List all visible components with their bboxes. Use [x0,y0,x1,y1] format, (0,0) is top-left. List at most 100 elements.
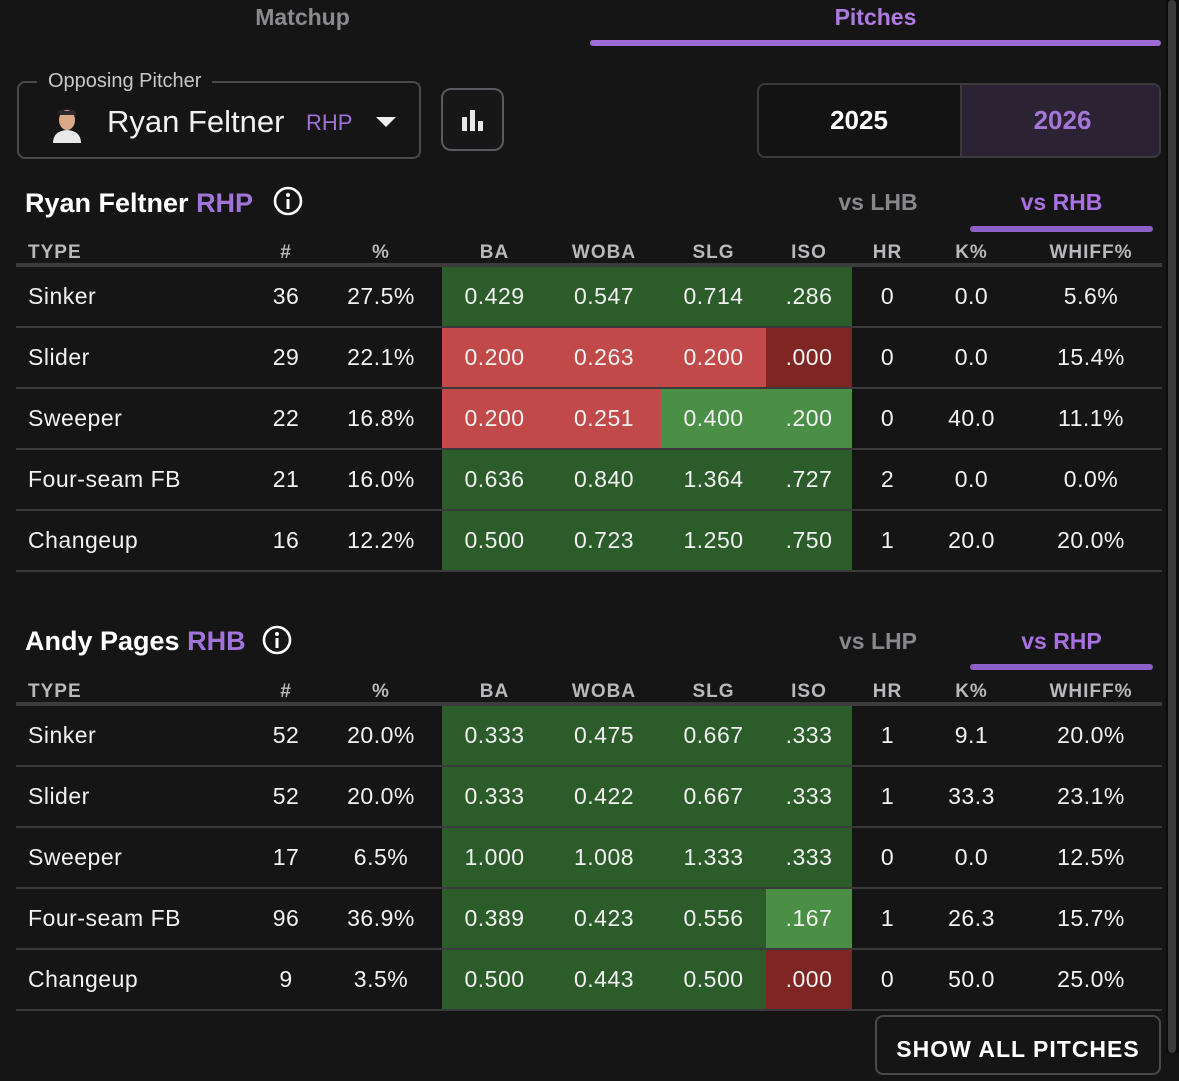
scrollbar-thumb[interactable] [1168,0,1176,1053]
column-header-iso[interactable]: ISO [766,237,852,267]
column-header-k-pct[interactable]: K% [923,676,1020,706]
info-icon[interactable] [273,186,303,216]
column-header-pct[interactable]: % [320,237,442,267]
pitcher-section-hand: RHP [196,188,254,218]
cell-iso: .200 [766,388,852,450]
cell-pct: 27.5% [320,265,442,328]
column-header-hr[interactable]: HR [852,237,923,267]
cell-ba: 0.429 [442,265,547,328]
info-icon[interactable] [262,625,292,655]
active-split-indicator [970,226,1153,232]
cell-whiff-pct: 20.0% [1020,510,1162,572]
column-header-k-pct[interactable]: K% [923,237,1020,267]
cell-slg: 0.400 [661,388,766,450]
column-header-whiff-pct[interactable]: WHIFF% [1020,237,1162,267]
cell-woba: 0.475 [547,704,661,767]
cell-pct: 20.0% [320,766,442,828]
cell-k-pct: 33.3 [923,766,1020,828]
tab-matchup[interactable]: Matchup [255,4,350,30]
cell-whiff-pct: 23.1% [1020,766,1162,828]
cell-woba: 0.423 [547,888,661,950]
cell-k-pct: 9.1 [923,704,1020,767]
cell-type: Changeup [16,510,252,572]
cell-whiff-pct: 12.5% [1020,827,1162,889]
page-scrollbar[interactable] [1166,0,1179,1053]
cell-slg: 0.667 [661,704,766,767]
cell-pct: 36.9% [320,888,442,950]
column-header-iso[interactable]: ISO [766,676,852,706]
cell-woba: 0.422 [547,766,661,828]
split-vs-lhp[interactable]: vs LHP [839,628,917,654]
cell-count: 29 [252,327,320,389]
column-header-ba[interactable]: BA [442,237,547,267]
table-row: Four-seam FB 21 16.0% 0.636 0.840 1.364.727 2 0… [16,449,1162,511]
cell-iso: .727 [766,449,852,511]
cell-iso: .750 [766,510,852,572]
table-header-row: TYPE #% BA WOBA SLG ISO HR K% WHIFF% [16,676,1162,706]
cell-type: Sweeper [16,388,252,450]
cell-k-pct: 0.0 [923,265,1020,328]
pitcher-avatar [53,108,81,143]
column-header-ba[interactable]: BA [442,676,547,706]
cell-ba: 0.200 [442,388,547,450]
cell-iso: .333 [766,766,852,828]
column-header-pct[interactable]: % [320,676,442,706]
active-tab-indicator [590,40,1161,46]
column-header-type[interactable]: TYPE [16,237,252,267]
cell-whiff-pct: 20.0% [1020,704,1162,767]
opposing-pitcher-label: Opposing Pitcher [37,67,213,95]
column-header-slg[interactable]: SLG [661,237,766,267]
cell-type: Sinker [16,704,252,767]
split-vs-rhb[interactable]: vs RHB [1020,189,1103,215]
column-header-count[interactable]: # [252,237,320,267]
cell-woba: 0.547 [547,265,661,328]
chart-view-button[interactable] [441,88,504,151]
table-header-row: TYPE #% BA WOBA SLG ISO HR K% WHIFF% [16,237,1162,267]
batter-pitch-table: TYPE #% BA WOBA SLG ISO HR K% WHIFF% Sinker 52 20.… [16,676,1162,1011]
cell-woba: 0.263 [547,327,661,389]
opposing-pitcher-select[interactable]: Opposing Pitcher Ryan Feltner RHP [17,67,421,159]
year-2026-button[interactable]: 2026 [960,85,1159,156]
column-header-slg[interactable]: SLG [661,676,766,706]
chevron-down-icon[interactable] [376,117,396,127]
column-header-whiff-pct[interactable]: WHIFF% [1020,676,1162,706]
pitcher-section-title: Ryan Feltner RHP [25,186,253,220]
cell-slg: 0.667 [661,766,766,828]
tab-pitches[interactable]: Pitches [834,4,917,30]
cell-hr: 0 [852,265,923,328]
cell-ba: 0.389 [442,888,547,950]
cell-count: 17 [252,827,320,889]
column-header-woba[interactable]: WOBA [547,676,661,706]
cell-hr: 0 [852,388,923,450]
cell-hr: 1 [852,766,923,828]
cell-type: Four-seam FB [16,888,252,950]
cell-slg: 0.556 [661,888,766,950]
cell-woba: 0.840 [547,449,661,511]
split-vs-rhp[interactable]: vs RHP [1021,628,1102,654]
cell-hr: 1 [852,704,923,767]
split-vs-lhb[interactable]: vs LHB [838,189,918,215]
cell-type: Changeup [16,949,252,1011]
table-row: Four-seam FB 96 36.9% 0.389 0.423 0.556.167 1 2… [16,888,1162,950]
column-header-type[interactable]: TYPE [16,676,252,706]
cell-k-pct: 26.3 [923,888,1020,950]
table-row: Sinker 36 27.5% 0.429 0.547 0.714.286 0 0.0 5.6% [16,265,1162,328]
cell-count: 52 [252,704,320,767]
column-header-woba[interactable]: WOBA [547,237,661,267]
cell-ba: 0.333 [442,704,547,767]
cell-woba: 0.723 [547,510,661,572]
cell-woba: 1.008 [547,827,661,889]
cell-count: 16 [252,510,320,572]
batter-section-title: Andy Pages RHB [25,624,246,658]
cell-ba: 0.500 [442,949,547,1011]
table-row: Sweeper 17 6.5% 1.000 1.008 1.333.333 0 0.0 12.5… [16,827,1162,889]
year-2025-button[interactable]: 2025 [830,105,888,135]
cell-type: Sweeper [16,827,252,889]
show-all-pitches-button[interactable]: SHOW ALL PITCHES [875,1015,1161,1075]
cell-slg: 0.200 [661,327,766,389]
cell-woba: 0.443 [547,949,661,1011]
column-header-hr[interactable]: HR [852,676,923,706]
column-header-count[interactable]: # [252,676,320,706]
cell-hr: 1 [852,510,923,572]
table-row: Sinker 52 20.0% 0.333 0.475 0.667.333 1 9.1 20.0… [16,704,1162,767]
